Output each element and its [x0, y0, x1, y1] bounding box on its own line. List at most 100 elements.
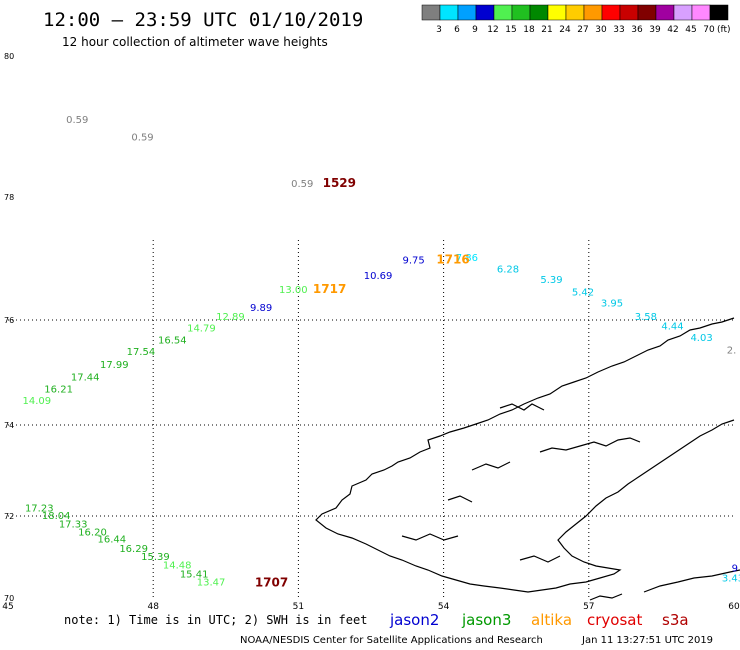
coastline	[315, 317, 740, 601]
wave-height-value: 17.44	[71, 372, 100, 383]
wave-height-value: 17.54	[127, 347, 156, 358]
lat-tick-label: 70	[4, 594, 14, 603]
wave-height-value: 17.33	[59, 519, 88, 530]
wave-height-value: 13.00	[279, 285, 308, 296]
wave-height-value: 2.	[727, 346, 737, 357]
lon-tick-label: 57	[583, 602, 594, 612]
colorbar-swatch	[691, 4, 711, 21]
wave-height-value: 14.79	[187, 324, 216, 335]
vaygach-island	[643, 569, 740, 593]
colorbar-swatch	[583, 4, 603, 21]
wave-height-value: 10.69	[364, 271, 393, 282]
yugorsky-coast	[589, 593, 623, 601]
wave-height-value: 0.59	[131, 133, 153, 144]
wave-height-value: 0.59	[291, 179, 313, 190]
colorbar-tick-label: 18	[523, 25, 535, 35]
strait-inlet	[539, 437, 641, 453]
wave-height-value: 4.03	[690, 333, 712, 344]
satellite-jason3: jason3	[461, 611, 511, 629]
colorbar-swatch	[547, 4, 567, 21]
colorbar-tick-label: 6	[454, 25, 460, 35]
note-text: note: 1) Time is in UTC; 2) SWH is in fe…	[64, 613, 367, 627]
footer-credit: NOAA/NESDIS Center for Satellite Applica…	[240, 635, 543, 646]
wave-height-value: 17.99	[100, 360, 129, 371]
colorbar-tick-label: 33	[613, 25, 624, 35]
colorbar-swatch	[457, 4, 477, 21]
colorbar-swatch	[601, 4, 621, 21]
colorbar-tick-label: 45	[685, 25, 696, 35]
lon-tick-label: 48	[147, 602, 159, 612]
colorbar-swatch	[493, 4, 513, 21]
wave-height-value: 5.42	[572, 287, 594, 298]
lon-tick-label: 51	[293, 602, 304, 612]
lon-tick-label: 45	[2, 602, 13, 612]
colorbar-tick-label: 21	[541, 25, 552, 35]
satellite-altika: altika	[531, 611, 572, 629]
colorbar-tick-label: 42	[667, 25, 678, 35]
wave-height-value: 4.44	[661, 321, 683, 332]
satellite-jason2: jason2	[389, 611, 439, 629]
colorbar-swatch	[421, 4, 441, 21]
colorbar-swatch	[637, 4, 657, 21]
colorbar-tick-label: 36	[631, 25, 643, 35]
colorbar-swatch	[709, 4, 729, 21]
map-subtitle: 12 hour collection of altimeter wave hei…	[62, 35, 328, 49]
wave-height-value: 3.95	[601, 298, 623, 309]
colorbar-swatch	[511, 4, 531, 21]
pass-time-label: 1707	[255, 576, 288, 590]
lat-tick-label: 72	[4, 512, 14, 521]
colorbar-tick-label: 27	[577, 25, 588, 35]
wave-height-value: 14.48	[163, 560, 192, 571]
wave-height-value: 7.86	[456, 253, 478, 264]
colorbar-tick-label: 9	[472, 25, 478, 35]
map-title: 12:00 – 23:59 UTC 01/10/2019	[43, 9, 363, 31]
satellite-cryosat: cryosat	[587, 611, 642, 629]
wave-height-value: 9.89	[250, 303, 272, 314]
colorbar-tick-label: 24	[559, 25, 571, 35]
wave-height-value: 9.75	[402, 255, 424, 266]
satellite-s3a: s3a	[662, 611, 689, 629]
wave-height-value: 14.09	[23, 396, 52, 407]
colorbar-swatch	[439, 4, 459, 21]
colorbar-swatch	[475, 4, 495, 21]
wave-height-value: 16.29	[119, 544, 148, 555]
wave-height-value: 15.41	[180, 570, 209, 581]
colorbar-tick-label: 30	[595, 25, 607, 35]
inner-bays	[401, 403, 561, 563]
satellite-legend: jason2 jason3 altika cryosat s3a	[389, 611, 689, 629]
lat-tick-label: 78	[4, 193, 14, 202]
novaya-zemlya-coast	[315, 317, 735, 593]
wave-height-value: 18.04	[42, 511, 71, 522]
wave-height-value: 17.23	[25, 503, 54, 514]
colorbar-swatch	[619, 4, 639, 21]
colorbar-unit: (ft)	[717, 25, 731, 35]
wave-height-value: 0.59	[66, 115, 88, 126]
lon-tick-label: 60	[728, 602, 740, 612]
wave-height-value: 13.47	[197, 578, 226, 589]
pass-time-label: 1716	[436, 252, 469, 266]
wave-height-value: 5.39	[540, 275, 562, 286]
wave-height-value: 16.54	[158, 336, 187, 347]
wave-height-value: 12.89	[216, 312, 245, 323]
colorbar-swatch	[565, 4, 585, 21]
wave-height-value: 15.39	[141, 552, 170, 563]
colorbar-tick-label: 70	[703, 25, 715, 35]
pass-time-label: 1717	[313, 282, 346, 296]
wave-height-value: 16.21	[44, 384, 73, 395]
colorbar-tick-label: 12	[487, 25, 498, 35]
lon-tick-label: 54	[438, 602, 450, 612]
lat-tick-label: 80	[4, 52, 14, 61]
colorbar-tick-label: 3	[436, 25, 442, 35]
wave-height-value: 3.43	[722, 574, 740, 585]
wave-height-value: 16.44	[98, 535, 127, 546]
colorbar-tick-label: 39	[649, 25, 661, 35]
pass-time-label: 1529	[323, 176, 356, 190]
colorbar-swatch	[673, 4, 693, 21]
lat-tick-label: 74	[4, 421, 14, 430]
wave-height-value: 3.58	[635, 312, 657, 323]
wave-height-colorbar: 3 6 9 12 15 18 21 24 27 30 33 36 39 42 45 70	[421, 4, 729, 35]
lat-tick-label: 76	[4, 316, 14, 325]
